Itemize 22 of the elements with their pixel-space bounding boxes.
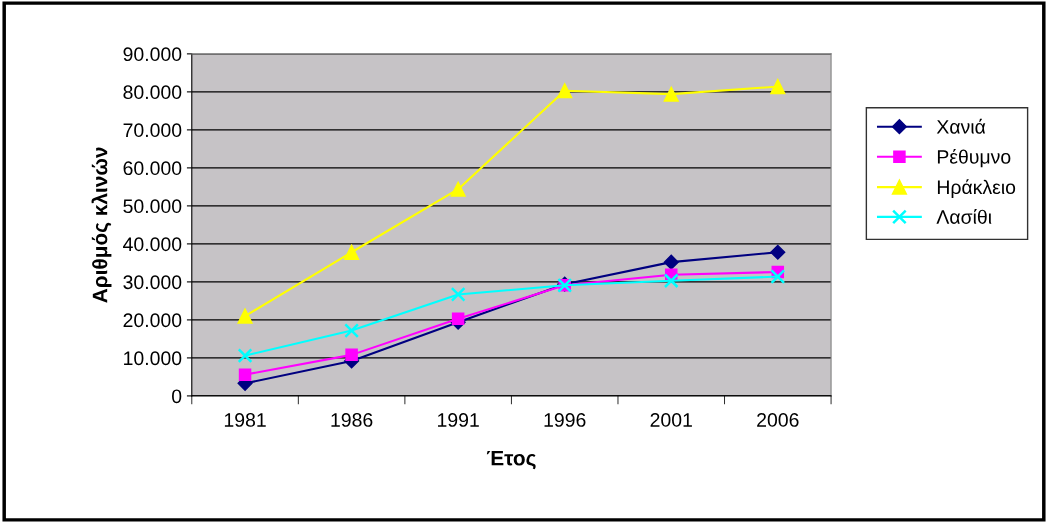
y-tick-label: 70.000 [123,123,182,138]
legend-label: Ηράκλειο [937,179,1016,198]
x-axis-title: Έτος [486,450,536,470]
x-tick-label: 1991 [438,413,479,427]
y-tick-label: 30.000 [123,275,182,290]
legend-label: Λασίθι [936,209,992,224]
y-tick-label: 60.000 [123,161,182,176]
y-tick-label: 20.000 [123,313,182,328]
x-tick-label: 1996 [544,413,586,427]
x-tick-label: 1981 [224,413,266,427]
legend-label: Ρέθυμνο [937,148,1011,168]
y-axis-title: Αριθμός κλινών [91,147,112,303]
legend-label: Χανιά [936,118,986,134]
y-tick-label: 10.000 [124,351,182,366]
y-tick-label: 40.000 [123,237,182,252]
y-tick-label: 50.000 [123,199,182,214]
x-tick-label: 1986 [331,413,373,427]
y-tick-label: 0 [172,389,182,404]
y-tick-label: 80.000 [123,85,182,100]
x-tick-label: 2006 [757,413,799,427]
x-tick-label: 2001 [650,413,692,427]
y-tick-label: 90.000 [123,47,182,62]
